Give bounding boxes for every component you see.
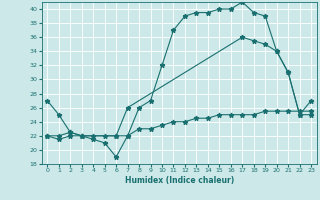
- X-axis label: Humidex (Indice chaleur): Humidex (Indice chaleur): [124, 176, 234, 185]
